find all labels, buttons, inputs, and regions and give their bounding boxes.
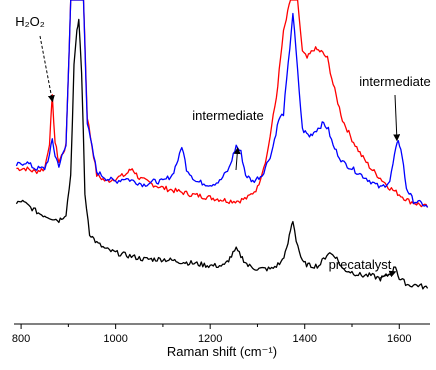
annotation-intermediate1: intermediate	[192, 108, 264, 123]
x-axis-ticks: 800 1000 1200 1400 1600	[12, 324, 412, 345]
annotation-precatalyst: precatalyst	[329, 257, 392, 272]
annotation-arrow-precatalyst	[379, 270, 397, 279]
annotation-arrow-h2o2	[39, 35, 55, 103]
x-axis-title: Raman shift (cm⁻¹)	[167, 344, 277, 359]
series-layer	[15, 0, 429, 290]
series-line-1	[15, 0, 429, 208]
x-tick-label: 1200	[198, 333, 222, 345]
x-tick-label: 800	[12, 333, 30, 345]
annotation-arrow-intermediate1	[233, 147, 241, 171]
annotation-h2o2: H₂O₂	[15, 14, 45, 29]
series-line-2	[15, 18, 429, 290]
annotations-layer: H₂O₂ intermediate intermediate precatalyst	[15, 14, 431, 279]
annotation-arrow-intermediate2	[393, 94, 401, 142]
x-tick-label: 1400	[292, 333, 316, 345]
x-tick-label: 1600	[387, 333, 411, 345]
series-line-0	[16, 0, 429, 208]
x-tick-label: 1000	[103, 333, 127, 345]
annotation-intermediate2: intermediate	[359, 74, 431, 89]
